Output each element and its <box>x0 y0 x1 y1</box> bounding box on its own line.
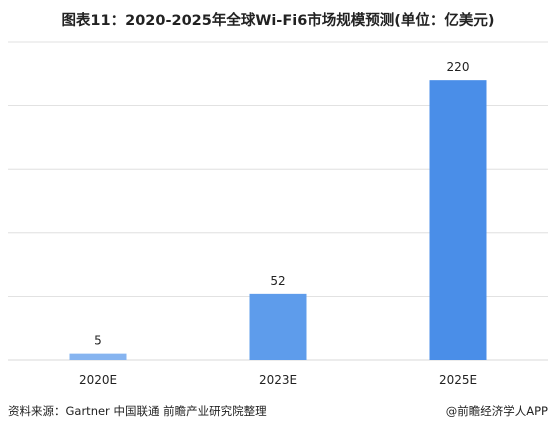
bar-2025E <box>429 80 487 360</box>
x-tick-labels: 2020E 2023E 2025E <box>79 373 477 387</box>
bars <box>69 80 487 360</box>
data-label-2023E: 52 <box>270 274 285 288</box>
bar-2023E <box>249 293 307 360</box>
chart-title: 图表11：2020-2025年全球Wi-Fi6市场规模预测(单位：亿美元) <box>61 13 495 29</box>
credit-note: @前瞻经济学人APP <box>445 404 548 418</box>
x-tick-label-2025E: 2025E <box>439 373 477 387</box>
bar-2020E <box>69 353 127 360</box>
x-tick-label-2023E: 2023E <box>259 373 297 387</box>
data-label-2025E: 220 <box>447 60 470 74</box>
source-note: 资料来源：Gartner 中国联通 前瞻产业研究院整理 <box>8 404 267 418</box>
data-label-2020E: 5 <box>94 334 102 348</box>
data-labels: 5 52 220 <box>94 60 469 347</box>
x-tick-label-2020E: 2020E <box>79 373 117 387</box>
